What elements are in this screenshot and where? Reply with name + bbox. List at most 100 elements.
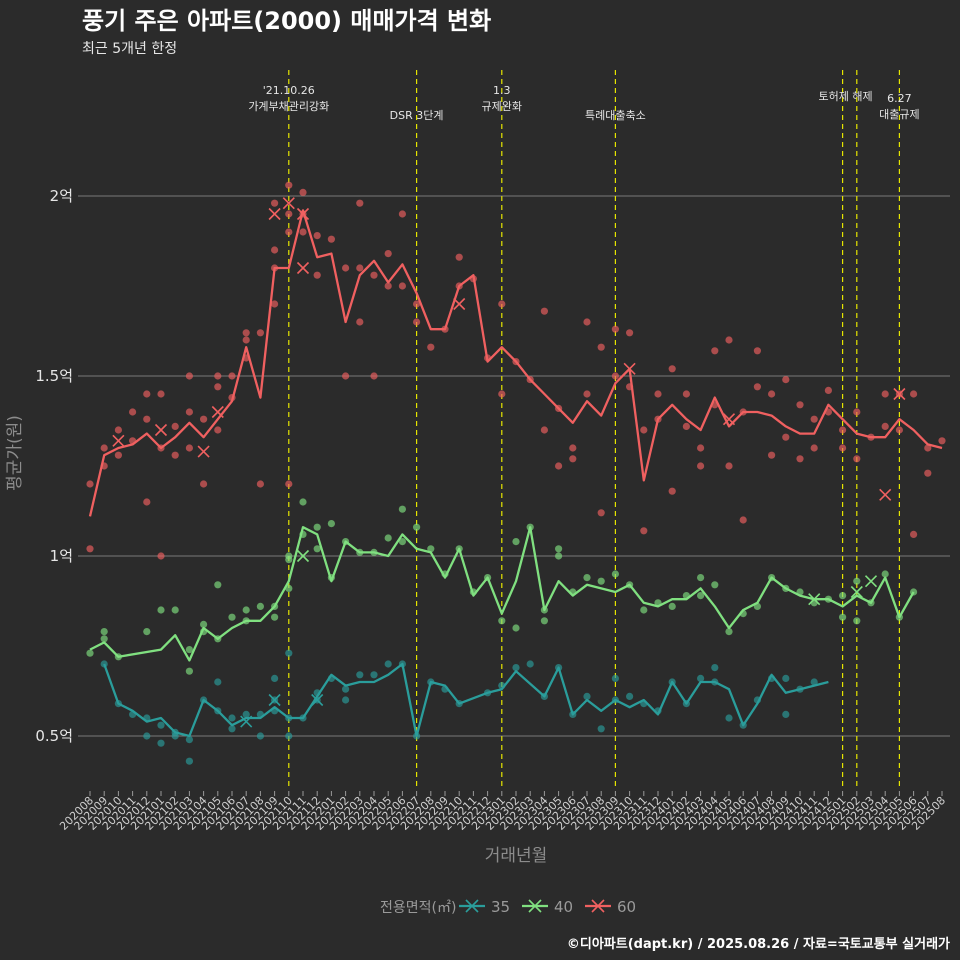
data-point xyxy=(100,635,108,643)
data-point xyxy=(157,606,165,614)
data-point xyxy=(597,577,605,585)
data-point xyxy=(881,422,889,430)
data-point xyxy=(611,570,620,578)
data-point xyxy=(342,372,350,380)
data-point xyxy=(86,480,94,488)
data-point xyxy=(455,253,463,261)
data-point xyxy=(611,325,620,333)
data-point xyxy=(143,498,151,506)
data-point xyxy=(413,523,421,531)
x-axis: 2020082020092020102020112020122021012021… xyxy=(57,791,948,833)
data-point xyxy=(839,426,847,434)
cross-marker xyxy=(296,207,310,221)
cross-marker xyxy=(311,693,324,707)
data-point xyxy=(654,390,662,398)
data-point xyxy=(185,372,193,380)
data-point xyxy=(810,678,818,686)
data-point xyxy=(824,386,833,394)
data-point xyxy=(200,415,208,423)
data-point xyxy=(782,710,790,719)
data-point xyxy=(810,444,818,452)
cross-marker xyxy=(850,585,863,599)
event-label: '21.10.26 xyxy=(263,84,315,97)
cross-marker xyxy=(623,362,636,375)
data-point xyxy=(171,422,179,430)
data-point xyxy=(384,282,392,290)
event-label: 가계부채관리강화 xyxy=(248,100,329,113)
data-point xyxy=(86,649,94,657)
data-point xyxy=(597,343,605,351)
data-point xyxy=(583,318,591,326)
data-point xyxy=(753,383,762,391)
data-point xyxy=(881,390,889,398)
data-point xyxy=(143,732,151,740)
gridlines xyxy=(78,195,950,737)
data-point xyxy=(640,527,648,535)
data-point xyxy=(725,628,733,636)
data-point xyxy=(271,613,279,621)
source-caption: ©디아파트(dapt.kr) / 2025.08.26 / 자료=국토교통부 실… xyxy=(567,936,950,952)
data-point xyxy=(413,318,421,326)
data-point xyxy=(171,732,179,740)
data-point xyxy=(242,336,250,344)
legend-label: 35 xyxy=(491,898,510,916)
data-point xyxy=(200,480,208,488)
y-tick-label: 1억 xyxy=(50,547,73,565)
data-point xyxy=(228,613,236,621)
data-point xyxy=(256,329,264,337)
cross-marker xyxy=(282,197,295,210)
data-point xyxy=(356,264,364,272)
data-point xyxy=(185,646,193,654)
data-point xyxy=(342,685,350,693)
data-point xyxy=(853,408,861,416)
data-point xyxy=(271,199,279,207)
y-axis: 0.5억 1억 1.5억 2억 xyxy=(35,187,73,745)
data-point xyxy=(768,390,776,398)
series-line-35 xyxy=(103,662,829,738)
data-point xyxy=(427,343,435,351)
data-point xyxy=(924,469,932,477)
data-point xyxy=(881,570,889,578)
data-point xyxy=(200,620,208,629)
data-point xyxy=(583,574,591,582)
data-point xyxy=(526,660,534,668)
data-point xyxy=(697,592,705,600)
data-point xyxy=(725,714,733,722)
data-point xyxy=(143,628,151,636)
event-label: 규제완화 xyxy=(482,100,522,113)
data-point xyxy=(711,581,719,589)
data-point xyxy=(668,365,676,373)
data-point xyxy=(611,674,620,683)
data-point xyxy=(498,300,506,308)
cross-marker xyxy=(808,593,821,606)
data-point xyxy=(640,426,648,434)
data-point xyxy=(725,336,733,344)
data-point xyxy=(114,426,122,434)
y-tick-label: 0.5억 xyxy=(35,727,73,745)
cross-marker xyxy=(240,715,253,728)
data-point xyxy=(299,498,307,506)
data-point xyxy=(910,390,918,398)
data-point xyxy=(256,480,264,488)
cross-marker xyxy=(112,434,125,447)
x-axis-title: 거래년월 xyxy=(485,846,548,866)
legend-swatch-cross xyxy=(528,899,542,913)
data-point xyxy=(228,725,236,733)
series-40 xyxy=(86,498,918,675)
data-point xyxy=(583,390,591,398)
data-point xyxy=(498,617,506,625)
legend-item-60: 60 xyxy=(585,898,636,916)
data-point xyxy=(356,671,364,679)
data-point xyxy=(370,372,378,380)
legend-label: 40 xyxy=(554,898,573,916)
y-axis-title: 평균가(원) xyxy=(5,415,25,491)
data-point xyxy=(540,617,549,625)
data-point xyxy=(256,602,264,611)
data-point xyxy=(313,523,321,531)
event-label: 6.27 xyxy=(887,92,912,105)
data-point xyxy=(427,545,435,553)
data-point xyxy=(327,235,335,243)
data-point xyxy=(398,538,406,546)
series-line-60 xyxy=(88,209,943,517)
